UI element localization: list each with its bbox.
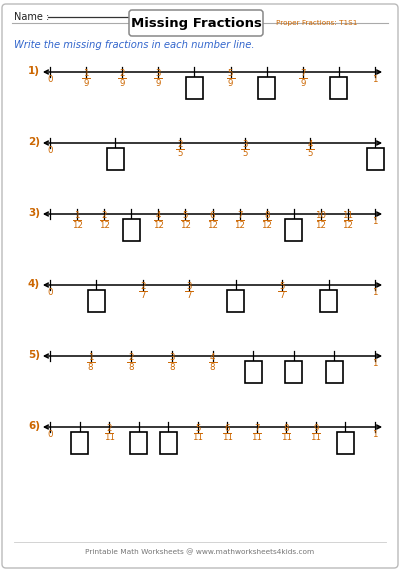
Text: 6: 6	[210, 211, 215, 220]
FancyBboxPatch shape	[2, 4, 398, 568]
Text: 9: 9	[313, 424, 318, 433]
Text: Write the missing fractions in each number line.: Write the missing fractions in each numb…	[14, 40, 254, 50]
Text: 8: 8	[264, 211, 270, 220]
Bar	[326, 361, 343, 383]
Text: 3: 3	[156, 69, 161, 78]
Bar	[160, 432, 177, 454]
Text: 0: 0	[47, 430, 53, 439]
Text: 0: 0	[47, 75, 53, 84]
Text: Printable Math Worksheets @ www.mathworksheets4kids.com: Printable Math Worksheets @ www.mathwork…	[85, 549, 315, 555]
Bar	[245, 361, 262, 383]
Text: 1: 1	[88, 353, 93, 362]
Text: 8: 8	[210, 363, 215, 372]
Text: 12: 12	[153, 221, 164, 230]
Text: 1: 1	[372, 288, 378, 297]
Text: 1: 1	[74, 211, 80, 220]
Text: 10: 10	[315, 211, 326, 220]
Bar	[227, 290, 244, 312]
Text: 11: 11	[251, 434, 262, 442]
Text: 4): 4)	[28, 279, 40, 289]
Text: 1): 1)	[28, 66, 40, 76]
Bar	[186, 77, 203, 99]
Text: 11: 11	[104, 434, 114, 442]
Text: 11: 11	[192, 434, 203, 442]
Text: 2: 2	[128, 353, 134, 362]
Text: 4: 4	[210, 353, 215, 362]
Bar	[88, 290, 105, 312]
Text: 1: 1	[372, 359, 378, 368]
Text: 5: 5	[195, 424, 200, 433]
Text: 9: 9	[300, 79, 306, 88]
Text: 7: 7	[300, 69, 306, 78]
Text: 1: 1	[372, 430, 378, 439]
Text: 2: 2	[140, 282, 146, 291]
Text: 11: 11	[310, 434, 322, 442]
FancyBboxPatch shape	[129, 10, 263, 36]
Text: 5: 5	[242, 149, 248, 158]
Text: 9: 9	[156, 79, 161, 88]
Text: 2: 2	[177, 140, 183, 149]
Text: 8: 8	[88, 363, 93, 372]
Bar	[320, 290, 337, 312]
Text: 1: 1	[83, 69, 89, 78]
Text: 7: 7	[186, 291, 192, 300]
Text: 1: 1	[372, 217, 378, 226]
Text: 12: 12	[207, 221, 218, 230]
Text: 4: 4	[307, 140, 313, 149]
Text: 3: 3	[242, 140, 248, 149]
Bar	[330, 77, 347, 99]
Text: 3: 3	[169, 353, 175, 362]
Text: 12: 12	[342, 221, 354, 230]
Text: 11: 11	[222, 434, 233, 442]
Bar	[337, 432, 354, 454]
Bar	[285, 219, 302, 241]
Text: Proper Fractions: T1S1: Proper Fractions: T1S1	[276, 20, 357, 26]
Bar	[258, 77, 275, 99]
Text: 2: 2	[106, 424, 112, 433]
Bar	[130, 432, 147, 454]
Text: 5: 5	[177, 149, 183, 158]
Text: 4: 4	[156, 211, 161, 220]
Text: Missing Fractions: Missing Fractions	[130, 17, 262, 30]
Bar	[285, 361, 302, 383]
Text: 3): 3)	[28, 208, 40, 218]
Bar	[123, 219, 140, 241]
Text: 9: 9	[84, 79, 89, 88]
Text: 8: 8	[284, 424, 289, 433]
Text: 8: 8	[169, 363, 175, 372]
Text: 12: 12	[315, 221, 326, 230]
Text: 5: 5	[307, 149, 313, 158]
Bar	[366, 148, 384, 170]
Text: 5): 5)	[28, 350, 40, 360]
Text: 7: 7	[279, 291, 285, 300]
Bar	[106, 148, 124, 170]
Text: 1: 1	[372, 75, 378, 84]
Text: 6): 6)	[28, 421, 40, 431]
Text: Name :: Name :	[14, 12, 52, 22]
Text: 12: 12	[99, 221, 110, 230]
Text: 9: 9	[120, 79, 125, 88]
Text: 7: 7	[237, 211, 242, 220]
Text: 12: 12	[72, 221, 82, 230]
Text: 0: 0	[47, 146, 53, 155]
Text: 12: 12	[180, 221, 191, 230]
Text: 0: 0	[47, 288, 53, 297]
Text: 11: 11	[342, 211, 354, 220]
Text: 12: 12	[261, 221, 272, 230]
Text: 2: 2	[102, 211, 107, 220]
Text: 8: 8	[128, 363, 134, 372]
Text: 2): 2)	[28, 137, 40, 147]
Text: 6: 6	[224, 424, 230, 433]
Text: 7: 7	[140, 291, 146, 300]
Text: 5: 5	[183, 211, 188, 220]
Text: 7: 7	[254, 424, 260, 433]
Text: 11: 11	[281, 434, 292, 442]
Text: 2: 2	[120, 69, 125, 78]
Bar	[71, 432, 88, 454]
Text: 3: 3	[186, 282, 192, 291]
Text: 9: 9	[228, 79, 233, 88]
Text: 5: 5	[228, 69, 233, 78]
Text: 12: 12	[234, 221, 245, 230]
Text: 5: 5	[279, 282, 285, 291]
